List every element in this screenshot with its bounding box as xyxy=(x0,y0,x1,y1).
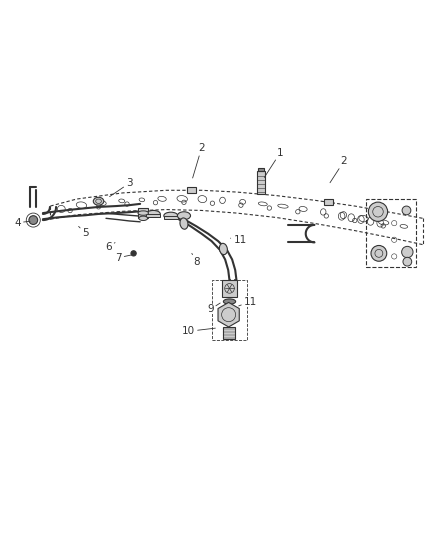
Ellipse shape xyxy=(139,216,148,221)
Bar xyxy=(257,172,265,194)
Text: 6: 6 xyxy=(105,242,115,252)
Polygon shape xyxy=(218,302,239,327)
Bar xyxy=(164,216,178,219)
Ellipse shape xyxy=(177,212,191,220)
Circle shape xyxy=(402,206,411,215)
Bar xyxy=(138,208,148,219)
Text: 4: 4 xyxy=(14,217,30,228)
Ellipse shape xyxy=(180,218,188,229)
Circle shape xyxy=(368,202,388,221)
Ellipse shape xyxy=(223,299,236,304)
Ellipse shape xyxy=(164,212,178,219)
Ellipse shape xyxy=(138,211,148,215)
Text: 2: 2 xyxy=(193,143,205,178)
Ellipse shape xyxy=(219,244,227,255)
Text: 7: 7 xyxy=(115,253,132,263)
Bar xyxy=(258,168,264,172)
Circle shape xyxy=(371,246,387,261)
Bar xyxy=(212,280,247,340)
Bar xyxy=(187,187,196,193)
Bar xyxy=(222,280,237,297)
Circle shape xyxy=(402,246,413,258)
Text: 11: 11 xyxy=(239,296,257,306)
Ellipse shape xyxy=(93,197,104,205)
Text: 1: 1 xyxy=(264,148,284,177)
Circle shape xyxy=(29,216,38,224)
Bar xyxy=(146,214,160,217)
Text: 10: 10 xyxy=(182,326,215,336)
Circle shape xyxy=(131,251,136,256)
Bar xyxy=(223,327,235,339)
Text: 9: 9 xyxy=(207,303,220,314)
Text: 2: 2 xyxy=(330,156,347,183)
Text: 8: 8 xyxy=(192,253,200,267)
Text: 3: 3 xyxy=(110,178,133,197)
Bar xyxy=(366,199,416,268)
Bar xyxy=(324,199,333,205)
Circle shape xyxy=(403,257,412,266)
Text: 11: 11 xyxy=(230,235,247,245)
Text: 5: 5 xyxy=(78,227,89,238)
Ellipse shape xyxy=(146,211,160,217)
